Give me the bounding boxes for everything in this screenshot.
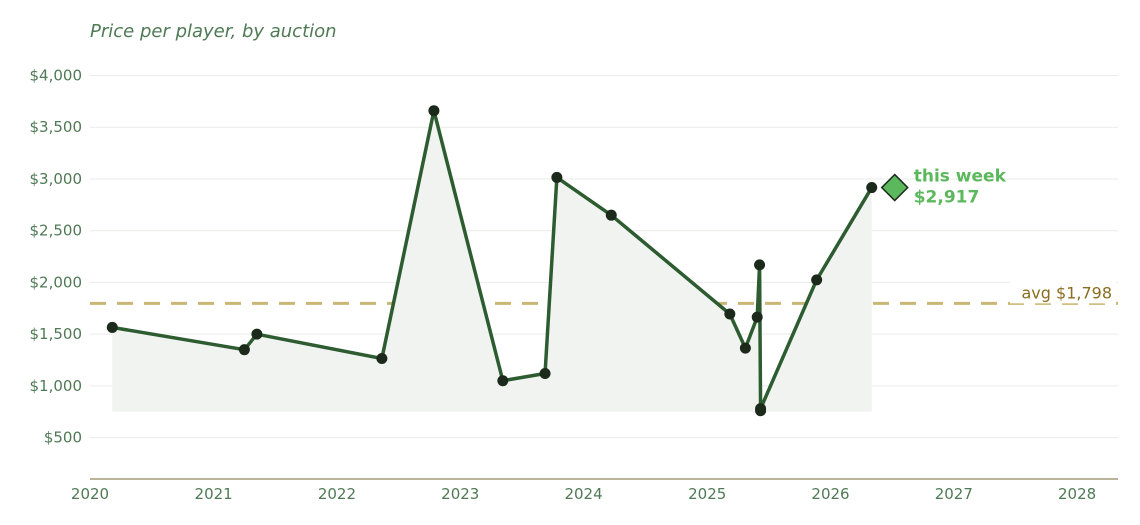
data-point: [755, 403, 767, 415]
data-point: [497, 375, 509, 387]
data-point: [605, 209, 617, 221]
data-point: [811, 274, 823, 286]
x-tick-label: 2024: [564, 485, 602, 503]
x-tick-label: 2027: [935, 485, 973, 503]
data-point: [106, 321, 118, 333]
x-tick-label: 2026: [811, 485, 849, 503]
y-tick-label: $3,000: [30, 170, 83, 188]
data-point: [751, 311, 763, 323]
y-tick-label: $1,000: [30, 377, 83, 395]
y-tick-label: $2,500: [30, 222, 83, 240]
x-tick-label: 2028: [1058, 485, 1096, 503]
average-label: avg $1,798: [1022, 283, 1113, 302]
y-tick-label: $4,000: [30, 67, 83, 85]
y-tick-label: $500: [44, 429, 82, 447]
area-fill: [112, 110, 872, 412]
data-point: [238, 344, 250, 356]
highlight-marker: [880, 173, 909, 202]
x-tick-label: 2022: [318, 485, 356, 503]
chart-title: Price per player, by auction: [90, 21, 337, 42]
data-point: [724, 308, 736, 320]
data-point: [739, 342, 751, 354]
x-axis: 2020 2021 2022 2023 2024 2025 2026 2027 2028: [71, 478, 1118, 503]
data-point: [754, 259, 766, 271]
average-label-background: [1010, 281, 1116, 304]
data-points: [106, 105, 878, 417]
x-tick-label: 2020: [71, 485, 109, 503]
data-point: [428, 105, 440, 117]
highlight-group: this week $2,917: [880, 167, 1007, 208]
y-tick-label: $3,500: [30, 118, 83, 136]
data-point: [866, 182, 878, 194]
y-tick-label: $1,500: [30, 325, 83, 343]
x-tick-label: 2021: [195, 485, 233, 503]
area-fill-group: [112, 110, 872, 412]
data-point: [551, 171, 563, 183]
data-point: [251, 328, 263, 340]
data-point: [539, 367, 551, 379]
y-tick-label: $2,000: [30, 273, 83, 291]
highlight-label: this week: [914, 167, 1007, 187]
highlight-value: $2,917: [914, 188, 980, 208]
x-tick-label: 2025: [688, 485, 726, 503]
x-tick-label: 2023: [441, 485, 479, 503]
data-point: [376, 352, 388, 364]
